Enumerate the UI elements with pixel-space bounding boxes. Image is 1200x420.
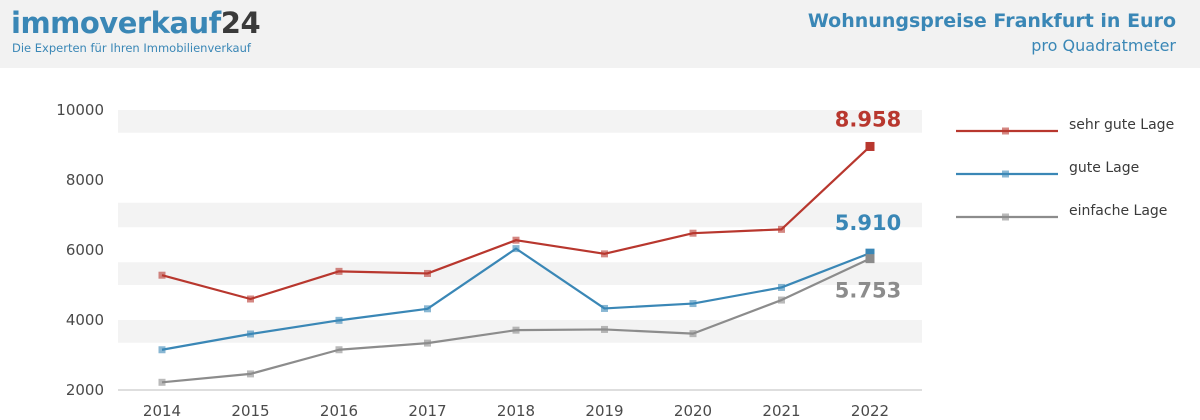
data-point-gute-lage [247, 330, 254, 338]
data-point-gute-lage [601, 304, 608, 312]
end-value-label-sehr-gute-lage: 8.958 [835, 107, 901, 131]
x-tick-label: 2018 [497, 402, 535, 420]
end-value-label-gute-lage: 5.910 [835, 211, 901, 235]
x-tick-label: 2014 [143, 402, 181, 420]
header-bar: immoverkauf24 Die Experten für Ihren Imm… [0, 0, 1200, 68]
data-point-gute-lage [158, 346, 166, 354]
legend-label: gute Lage [1069, 160, 1139, 176]
x-tick-label: 2017 [408, 402, 446, 420]
data-point-sehr-gute-lage [865, 141, 875, 151]
data-point-einfache-lage [158, 378, 166, 386]
x-tick-label: 2021 [762, 402, 800, 420]
data-point-gute-lage [689, 300, 697, 308]
background-band [118, 110, 922, 133]
x-tick-label: 2015 [231, 402, 269, 420]
data-point-sehr-gute-lage [247, 295, 254, 303]
data-point-einfache-lage [601, 325, 608, 333]
data-point-sehr-gute-lage [512, 236, 520, 244]
brand-logo[interactable]: immoverkauf24 [11, 6, 261, 40]
series-einfache-lage [158, 254, 875, 386]
data-point-einfache-lage [247, 370, 254, 378]
background-band [118, 262, 922, 285]
data-point-einfache-lage [335, 346, 343, 354]
x-tick-label: 2016 [320, 402, 358, 420]
data-point-sehr-gute-lage [158, 271, 166, 279]
brand-name: immoverkauf [11, 6, 221, 40]
chart-title: Wohnungspreise Frankfurt in Euro [807, 10, 1176, 32]
legend-marker [1002, 213, 1009, 221]
y-tick-label: 10000 [56, 101, 104, 119]
legend-marker [1002, 170, 1009, 178]
data-point-einfache-lage [865, 254, 875, 264]
brand-number: 24 [220, 6, 261, 40]
data-point-einfache-lage [689, 330, 697, 338]
end-value-label-einfache-lage: 5.753 [835, 279, 901, 303]
data-point-einfache-lage [512, 326, 520, 334]
data-point-gute-lage [335, 316, 343, 324]
y-tick-label: 2000 [66, 381, 104, 399]
chart-subtitle: pro Quadratmeter [1031, 36, 1176, 55]
series-gute-lage [158, 245, 875, 354]
legend-marker [1002, 127, 1009, 135]
legend: sehr gute Lage gute Lage einfache Lage [956, 117, 1174, 221]
data-point-sehr-gute-lage [335, 267, 343, 275]
x-tick-label: 2020 [674, 402, 712, 420]
background-band [118, 320, 922, 343]
y-tick-label: 8000 [66, 171, 104, 189]
data-point-gute-lage [778, 283, 785, 291]
series-sehr-gute-lage [158, 141, 875, 303]
background-band [118, 202, 922, 228]
data-point-sehr-gute-lage [601, 250, 608, 258]
data-point-sehr-gute-lage [778, 225, 785, 233]
brand-tagline: Die Experten für Ihren Immobilienverkauf [12, 41, 251, 55]
data-point-gute-lage [512, 245, 520, 253]
data-point-sehr-gute-lage [424, 269, 431, 277]
legend-label: einfache Lage [1069, 203, 1167, 219]
data-point-gute-lage [424, 305, 431, 313]
y-tick-label: 4000 [66, 311, 104, 329]
data-point-sehr-gute-lage [689, 229, 697, 237]
data-point-einfache-lage [778, 296, 785, 304]
data-point-einfache-lage [424, 339, 431, 347]
x-tick-label: 2019 [585, 402, 623, 420]
x-tick-label: 2022 [851, 402, 889, 420]
legend-label: sehr gute Lage [1069, 117, 1174, 133]
y-tick-label: 6000 [66, 241, 104, 259]
data-point-gute-lage [865, 248, 875, 258]
